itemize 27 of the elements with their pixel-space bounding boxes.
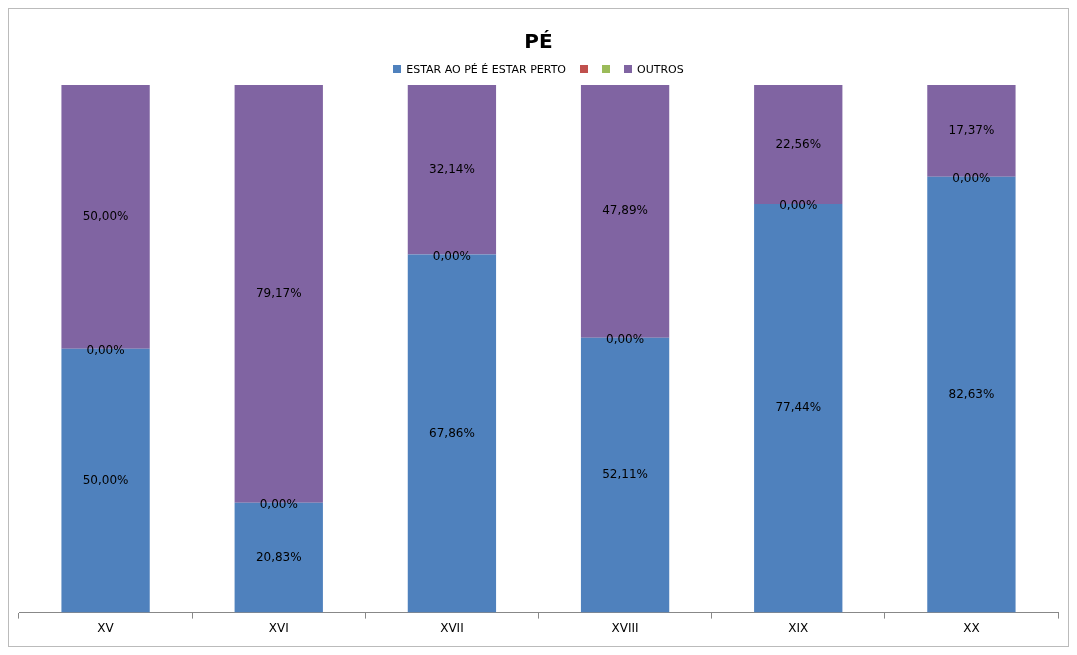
x-tick-label: XV xyxy=(97,620,115,635)
data-label: 67,86% xyxy=(429,425,475,440)
x-tick-label: XVIII xyxy=(611,620,639,635)
annotation: 0,00% xyxy=(432,248,471,263)
data-label: 20,83% xyxy=(255,549,302,564)
annotation: 0,00% xyxy=(86,342,125,357)
legend-label: OUTROS xyxy=(637,62,684,76)
data-label: 50,00% xyxy=(82,472,129,487)
x-tick-label: XVII xyxy=(440,620,464,635)
legend-label: ESTAR AO PÉ É ESTAR PERTO xyxy=(406,62,567,76)
chart-title: PÉ xyxy=(523,28,554,55)
data-label: 52,11% xyxy=(602,467,648,482)
x-tick-label: XIX xyxy=(788,620,809,635)
data-label: 77,44% xyxy=(775,400,822,415)
data-label: 79,17% xyxy=(255,285,302,300)
annotation: 0,00% xyxy=(952,170,991,185)
data-label: 82,63% xyxy=(948,386,995,401)
data-label: 47,89% xyxy=(602,203,648,218)
annotation: 0,00% xyxy=(779,198,818,213)
x-tick-label: XX xyxy=(963,620,980,635)
x-tick-label: XVI xyxy=(268,620,289,635)
data-label: 22,56% xyxy=(775,136,822,151)
annotation: 0,00% xyxy=(606,331,645,346)
annotation: 0,00% xyxy=(259,496,298,511)
data-label: 17,37% xyxy=(948,122,995,137)
data-label: 50,00% xyxy=(82,209,129,224)
data-label: 32,14% xyxy=(429,161,475,176)
